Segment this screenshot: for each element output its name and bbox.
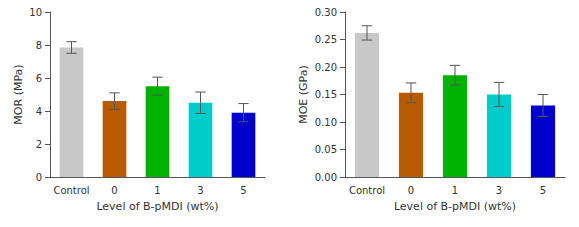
svg-text:0.20: 0.20 — [315, 62, 337, 73]
svg-text:Level of B-pMDI (wt%): Level of B-pMDI (wt%) — [394, 200, 516, 213]
svg-text:0.05: 0.05 — [315, 144, 337, 155]
svg-text:Control: Control — [53, 185, 89, 196]
svg-text:0.15: 0.15 — [315, 89, 337, 100]
svg-text:0.10: 0.10 — [315, 117, 337, 128]
svg-text:MOE (GPa): MOE (GPa) — [297, 65, 310, 124]
svg-text:3: 3 — [197, 185, 203, 196]
svg-text:0.25: 0.25 — [315, 34, 337, 45]
svg-text:Control: Control — [349, 185, 385, 196]
svg-text:2: 2 — [36, 139, 42, 150]
svg-text:1: 1 — [452, 185, 458, 196]
svg-text:3: 3 — [496, 185, 502, 196]
svg-text:0: 0 — [111, 185, 117, 196]
svg-text:1: 1 — [154, 185, 160, 196]
svg-text:6: 6 — [36, 73, 42, 84]
svg-text:8: 8 — [36, 40, 42, 51]
svg-text:4: 4 — [36, 106, 42, 117]
svg-text:0.00: 0.00 — [315, 172, 337, 183]
svg-text:Level of B-pMDI (wt%): Level of B-pMDI (wt%) — [96, 200, 218, 213]
svg-text:5: 5 — [240, 185, 246, 196]
svg-text:5: 5 — [540, 185, 546, 196]
svg-text:0: 0 — [36, 172, 42, 183]
svg-text:0.30: 0.30 — [315, 7, 337, 18]
svg-text:0: 0 — [408, 185, 414, 196]
svg-text:10: 10 — [29, 7, 42, 18]
svg-text:MOR (MPa): MOR (MPa) — [12, 64, 25, 124]
